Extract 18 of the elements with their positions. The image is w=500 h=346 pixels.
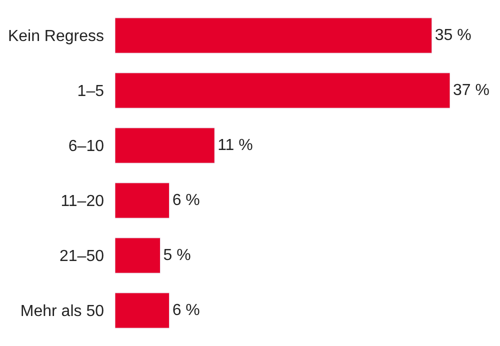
data-label: 37 % (453, 82, 490, 99)
y-tick-label: 1–5 (77, 83, 104, 100)
bar (115, 18, 432, 54)
bar (115, 72, 450, 108)
bar (115, 292, 170, 328)
bar (115, 128, 215, 164)
bar (115, 238, 161, 274)
data-label: 35 % (434, 27, 472, 44)
data-label: 6 % (172, 302, 200, 319)
data-label: 6 % (172, 192, 200, 209)
data-label: 5 % (163, 247, 191, 264)
data-label: 11 % (218, 137, 253, 154)
y-tick-label: Mehr als 50 (20, 303, 104, 320)
y-tick-label: Kein Regress (8, 28, 104, 46)
y-tick-label: 6–10 (68, 138, 104, 156)
bar (115, 182, 170, 218)
y-tick-label: 21–50 (60, 248, 104, 266)
y-tick-label: 11–20 (60, 193, 104, 210)
